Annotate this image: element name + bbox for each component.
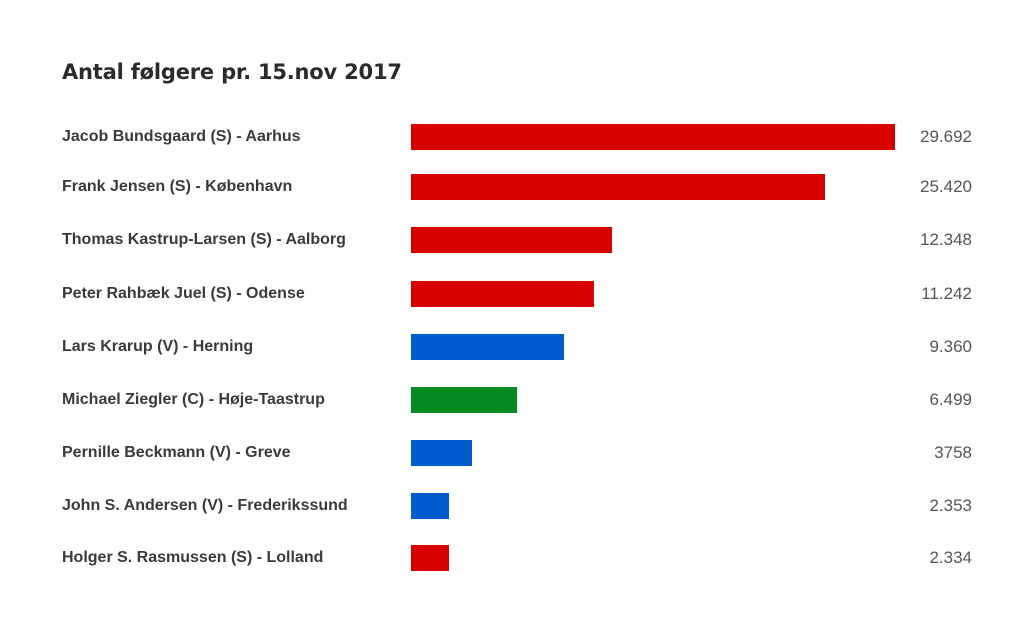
value-label: 9.360 [929, 337, 972, 356]
bar [411, 493, 449, 519]
value-label: 6.499 [929, 390, 972, 409]
category-label: Holger S. Rasmussen (S) - Lolland [62, 549, 324, 566]
bar [411, 334, 564, 360]
value-label: 25.420 [920, 177, 972, 196]
category-label: John S. Andersen (V) - Frederikssund [62, 497, 348, 514]
value-label: 12.348 [920, 230, 972, 249]
chart-title: Antal følgere pr. 15.nov 2017 [62, 60, 402, 84]
bar [411, 124, 895, 150]
value-label: 2.334 [929, 548, 972, 567]
bar [411, 440, 472, 466]
category-label: Lars Krarup (V) - Herning [62, 338, 254, 355]
bar [411, 545, 449, 571]
value-label: 11.242 [921, 284, 972, 303]
bar [411, 387, 517, 413]
bar [411, 174, 825, 200]
category-label: Michael Ziegler (C) - Høje-Taastrup [62, 391, 325, 408]
category-label: Peter Rahbæk Juel (S) - Odense [62, 285, 305, 302]
bar [411, 281, 594, 307]
category-label: Thomas Kastrup-Larsen (S) - Aalborg [62, 231, 346, 248]
value-label: 2.353 [929, 496, 972, 515]
category-label: Jacob Bundsgaard (S) - Aarhus [62, 128, 301, 145]
bar [411, 227, 612, 253]
value-label: 3758 [934, 443, 972, 462]
value-label: 29.692 [920, 127, 972, 146]
category-label: Pernille Beckmann (V) - Greve [62, 444, 291, 461]
category-label: Frank Jensen (S) - København [62, 178, 293, 195]
